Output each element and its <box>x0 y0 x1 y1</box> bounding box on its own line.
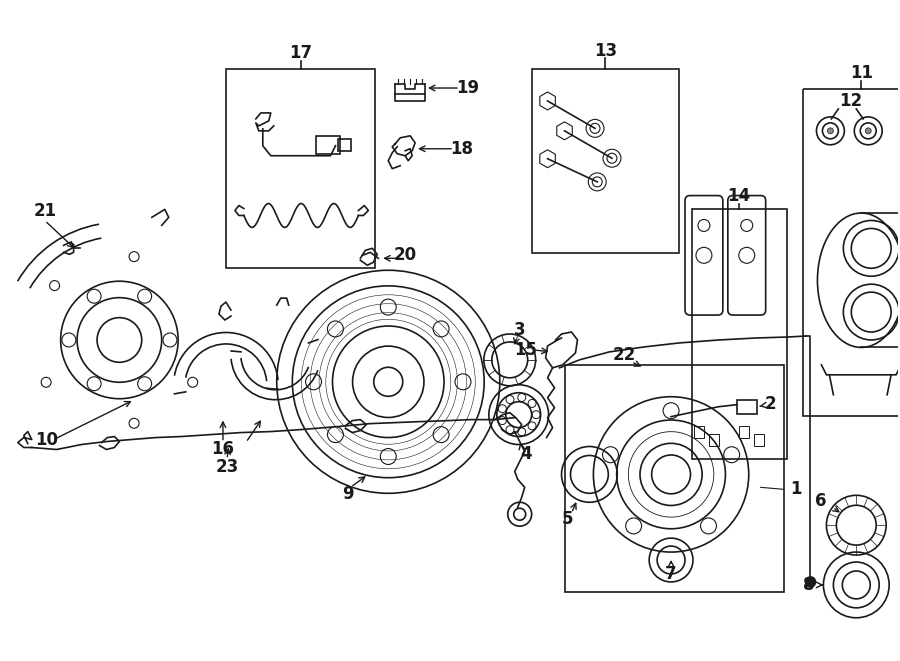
Text: 22: 22 <box>613 346 636 364</box>
Text: 8: 8 <box>803 576 815 594</box>
Text: 14: 14 <box>727 186 751 204</box>
Text: 19: 19 <box>456 79 480 97</box>
Text: 10: 10 <box>35 430 58 449</box>
Bar <box>338 139 351 151</box>
Bar <box>692 208 787 459</box>
Bar <box>709 434 719 446</box>
Bar <box>532 69 679 253</box>
Circle shape <box>806 577 815 587</box>
Text: 16: 16 <box>212 440 235 459</box>
Text: 7: 7 <box>665 565 677 583</box>
Text: 17: 17 <box>289 44 312 62</box>
Circle shape <box>865 128 871 134</box>
Text: 12: 12 <box>839 92 862 110</box>
Text: 18: 18 <box>450 139 473 158</box>
Text: 9: 9 <box>343 485 355 503</box>
Text: 15: 15 <box>514 341 537 359</box>
Bar <box>694 426 704 438</box>
Circle shape <box>827 128 833 134</box>
Bar <box>737 400 757 414</box>
Bar <box>226 69 375 268</box>
Text: 23: 23 <box>215 459 238 477</box>
Text: 5: 5 <box>562 510 573 528</box>
Text: 11: 11 <box>850 64 873 82</box>
Text: 6: 6 <box>814 492 826 510</box>
Text: 3: 3 <box>514 321 526 339</box>
Bar <box>803 89 900 416</box>
Bar <box>316 136 340 154</box>
Text: 4: 4 <box>520 446 532 463</box>
Bar <box>753 434 764 446</box>
Text: 2: 2 <box>765 395 777 412</box>
Text: 1: 1 <box>790 481 801 498</box>
Bar <box>739 426 749 438</box>
Text: 13: 13 <box>594 42 616 60</box>
Bar <box>564 365 784 592</box>
Text: 20: 20 <box>393 247 417 264</box>
Text: 21: 21 <box>33 202 57 219</box>
